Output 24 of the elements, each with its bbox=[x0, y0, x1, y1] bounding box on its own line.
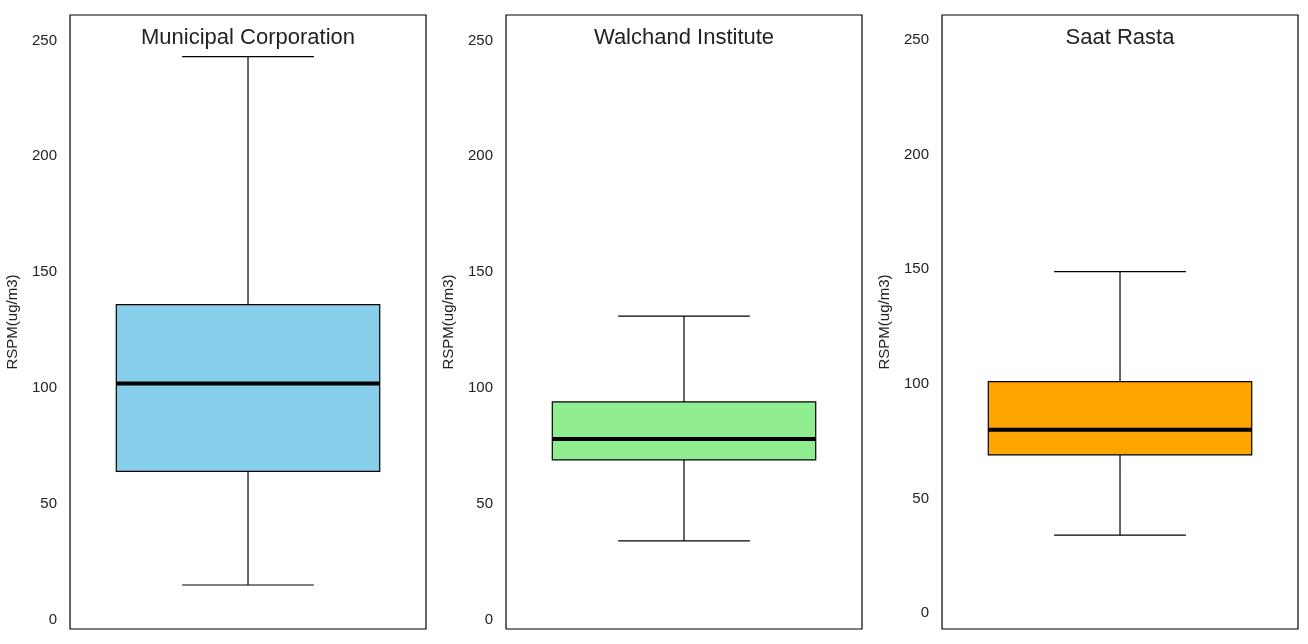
y-tick-label: 50 bbox=[40, 494, 58, 512]
y-tick-label: 50 bbox=[476, 494, 494, 512]
y-tick-label: 250 bbox=[468, 30, 494, 48]
y-axis-title: RSPM(ug/m3) bbox=[875, 274, 893, 370]
y-tick-label: 100 bbox=[904, 374, 930, 391]
chart-title: Walchand Institute bbox=[593, 24, 775, 50]
y-tick-label: 150 bbox=[32, 262, 58, 280]
y-tick-label: 100 bbox=[32, 378, 58, 396]
y-tick-label: 0 bbox=[920, 603, 930, 621]
chart-title: Saat Rasta bbox=[1065, 24, 1176, 50]
y-tick-label: 150 bbox=[904, 259, 930, 277]
y-tick-label: 200 bbox=[468, 146, 494, 164]
y-tick-label: 0 bbox=[484, 609, 494, 627]
y-tick-label: 250 bbox=[32, 30, 58, 48]
y-tick-label: 200 bbox=[904, 144, 930, 162]
chart-title: Municipal Corporation bbox=[141, 24, 356, 50]
y-tick-label: 150 bbox=[468, 262, 494, 280]
y-tick-label: 0 bbox=[48, 609, 58, 627]
y-tick-label: 250 bbox=[904, 30, 930, 48]
y-tick-label: 100 bbox=[468, 378, 494, 396]
y-axis-title: RSPM(ug/m3) bbox=[439, 274, 457, 370]
y-tick-label: 50 bbox=[912, 488, 930, 506]
y-axis-title: RSPM(ug/m3) bbox=[3, 274, 21, 370]
y-tick-label: 200 bbox=[32, 146, 58, 164]
